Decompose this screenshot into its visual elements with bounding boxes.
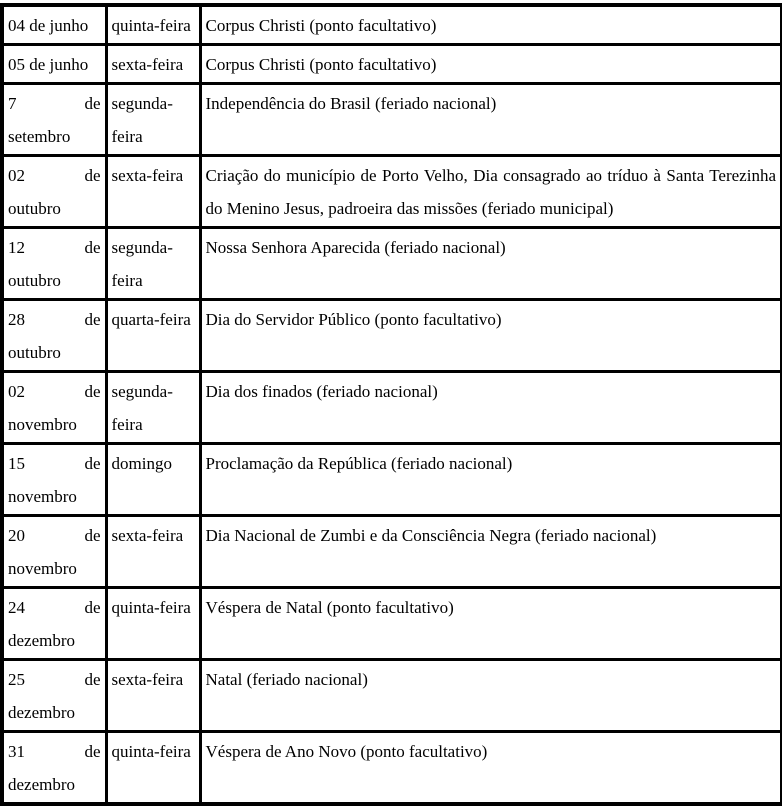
- holiday-table-row: 02 de outubro sexta-feira Criação do mun…: [0, 154, 782, 229]
- holiday-table-row: 04 de junho quinta-feira Corpus Christi …: [0, 3, 782, 46]
- holiday-table-row: 24 de dezembro quinta-feira Véspera de N…: [0, 586, 782, 661]
- holiday-date-cell: 04 de junho: [0, 3, 108, 46]
- holiday-weekday-cell: sexta-feira: [104, 154, 202, 229]
- holiday-description-cell: Criação do município de Porto Velho, Dia…: [198, 154, 782, 229]
- holiday-date-cell: 02 de novembro: [0, 370, 108, 445]
- holiday-date-cell: 15 de novembro: [0, 442, 108, 517]
- holiday-date-cell: 7 de setembro: [0, 82, 108, 157]
- holiday-description-cell: Independência do Brasil (feriado naciona…: [198, 82, 782, 157]
- holiday-date-cell: 12 de outubro: [0, 226, 108, 301]
- holiday-date-cell: 25 de dezembro: [0, 658, 108, 733]
- holiday-weekday-cell: sexta-feira: [104, 43, 202, 85]
- holiday-weekday-cell: quarta-feira: [104, 298, 202, 373]
- holiday-weekday-cell: quinta-feira: [104, 730, 202, 806]
- holiday-table-row: 25 de dezembro sexta-feira Natal (feriad…: [0, 658, 782, 733]
- holiday-table: 04 de junho quinta-feira Corpus Christi …: [0, 3, 782, 806]
- holiday-date-cell: 05 de junho: [0, 43, 108, 85]
- holiday-date-cell: 28 de outubro: [0, 298, 108, 373]
- holiday-date-cell: 20 de novembro: [0, 514, 108, 589]
- holiday-description-cell: Corpus Christi (ponto facultativo): [198, 43, 782, 85]
- holiday-table-row: 15 de novembro domingo Proclamação da Re…: [0, 442, 782, 517]
- holiday-description-cell: Véspera de Natal (ponto facultativo): [198, 586, 782, 661]
- holiday-date-cell: 31 de dezembro: [0, 730, 108, 806]
- holiday-weekday-cell: domingo: [104, 442, 202, 517]
- holiday-weekday-cell: segunda-feira: [104, 82, 202, 157]
- holiday-description-cell: Nossa Senhora Aparecida (feriado naciona…: [198, 226, 782, 301]
- holiday-table-row: 31 de dezembro quinta-feira Véspera de A…: [0, 730, 782, 806]
- holiday-table-row: 7 de setembro segunda-feira Independênci…: [0, 82, 782, 157]
- holiday-table-row: 28 de outubro quarta-feira Dia do Servid…: [0, 298, 782, 373]
- holiday-description-cell: Dia dos finados (feriado nacional): [198, 370, 782, 445]
- holiday-description-cell: Véspera de Ano Novo (ponto facultativo): [198, 730, 782, 806]
- holiday-description-cell: Dia do Servidor Público (ponto facultati…: [198, 298, 782, 373]
- holiday-weekday-cell: sexta-feira: [104, 658, 202, 733]
- holiday-table-body: 04 de junho quinta-feira Corpus Christi …: [0, 3, 782, 806]
- holiday-date-cell: 02 de outubro: [0, 154, 108, 229]
- holiday-weekday-cell: quinta-feira: [104, 586, 202, 661]
- holiday-weekday-cell: segunda-feira: [104, 370, 202, 445]
- holiday-description-cell: Corpus Christi (ponto facultativo): [198, 3, 782, 46]
- holiday-weekday-cell: sexta-feira: [104, 514, 202, 589]
- holiday-weekday-cell: segunda-feira: [104, 226, 202, 301]
- holiday-table-row: 20 de novembro sexta-feira Dia Nacional …: [0, 514, 782, 589]
- holiday-description-cell: Proclamação da República (feriado nacion…: [198, 442, 782, 517]
- holiday-date-cell: 24 de dezembro: [0, 586, 108, 661]
- holiday-description-cell: Natal (feriado nacional): [198, 658, 782, 733]
- holiday-weekday-cell: quinta-feira: [104, 3, 202, 46]
- holiday-table-row: 05 de junho sexta-feira Corpus Christi (…: [0, 43, 782, 85]
- holiday-table-row: 02 de novembro segunda-feira Dia dos fin…: [0, 370, 782, 445]
- holiday-table-row: 12 de outubro segunda-feira Nossa Senhor…: [0, 226, 782, 301]
- holiday-description-cell: Dia Nacional de Zumbi e da Consciência N…: [198, 514, 782, 589]
